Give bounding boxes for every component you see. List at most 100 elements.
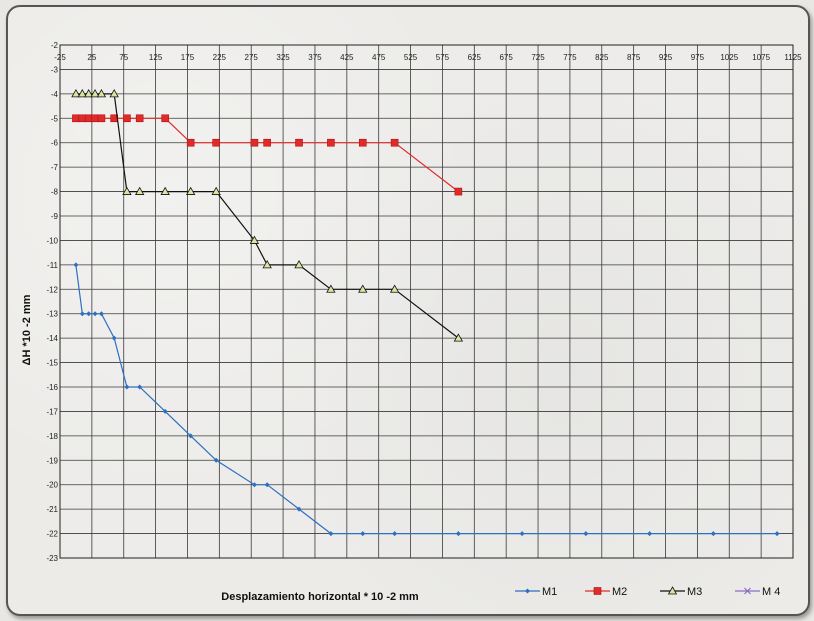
grid	[59, 44, 794, 559]
data-point	[328, 531, 334, 537]
data-point	[78, 114, 87, 123]
data-point	[250, 138, 259, 147]
legend-item: M 4	[735, 586, 780, 598]
data-point	[296, 506, 302, 512]
legend-marker	[593, 587, 602, 595]
data-point	[109, 89, 119, 98]
data-point	[124, 384, 130, 390]
x-tick-label: 975	[691, 53, 705, 62]
x-tick-label: 425	[340, 53, 354, 62]
data-point	[137, 384, 143, 390]
series-m2	[72, 114, 463, 196]
data-point	[185, 186, 196, 195]
x-tick-label: 75	[119, 53, 128, 62]
y-tick-label: -16	[46, 383, 58, 392]
plot-area	[60, 45, 793, 558]
x-tick-label: 225	[213, 53, 227, 62]
plot-border	[59, 44, 794, 559]
legend-marker	[744, 587, 751, 595]
y-tick-label: -13	[46, 310, 58, 319]
data-point	[83, 89, 94, 98]
data-point	[71, 89, 81, 98]
data-point	[519, 531, 525, 537]
data-point	[454, 187, 463, 196]
legend-label: M 4	[762, 586, 780, 598]
y-tick-label: -9	[51, 212, 59, 221]
legend-marker	[525, 588, 530, 594]
y-tick-label: -5	[51, 114, 59, 123]
data-point	[327, 138, 335, 147]
data-point	[360, 531, 366, 537]
series-m3	[71, 89, 464, 342]
x-tick-label: 125	[149, 53, 163, 62]
y-axis-title: ΔH *10 -2 mm	[21, 294, 33, 365]
data-point	[79, 311, 85, 317]
data-point	[211, 186, 221, 195]
y-tick-label: -21	[46, 505, 58, 514]
data-point	[122, 186, 132, 195]
data-point	[77, 89, 87, 98]
y-tick-label: -8	[51, 188, 59, 197]
y-tick-label: -22	[46, 530, 58, 539]
x-tick-label: 1125	[784, 53, 802, 62]
legend-item: M1	[515, 586, 557, 598]
series-layer	[71, 89, 780, 537]
y-tick-label: -20	[46, 481, 58, 490]
x-tick-label: 775	[563, 53, 577, 62]
x-tick-label: 475	[372, 53, 386, 62]
x-tick-label: -25	[54, 53, 66, 62]
x-tick-label: 625	[468, 53, 482, 62]
data-point	[98, 311, 104, 317]
legend-item: M3	[660, 586, 702, 598]
data-point	[162, 408, 168, 414]
data-point	[249, 235, 260, 244]
data-point	[774, 531, 780, 537]
x-tick-label: 275	[245, 53, 259, 62]
y-tick-labels: -2 -3 -4 -5 -6 -7 -8 -9 -10 -11 -12 -13 -14 -15 -16 -17…	[46, 41, 58, 563]
data-point	[84, 114, 93, 123]
data-point	[90, 89, 100, 98]
legend: M1 M2 M3 M 4	[515, 586, 780, 598]
data-point	[455, 531, 461, 537]
y-tick-label: -14	[46, 334, 58, 343]
data-point	[86, 311, 92, 317]
chart-frame	[6, 5, 810, 616]
y-tick-label: -23	[46, 554, 58, 563]
data-point	[73, 262, 79, 268]
data-point	[358, 138, 367, 147]
x-tick-label: 725	[531, 53, 545, 62]
y-tick-label: -15	[46, 359, 58, 368]
data-point	[453, 333, 464, 342]
data-point	[96, 89, 107, 98]
legend-label: M1	[542, 586, 557, 598]
data-point	[583, 531, 589, 537]
data-point	[161, 114, 169, 123]
data-point	[647, 531, 653, 537]
data-point	[390, 138, 399, 147]
data-point	[134, 186, 145, 195]
data-point	[72, 114, 80, 123]
y-tick-label: -7	[51, 163, 59, 172]
data-point	[160, 186, 170, 195]
data-point	[264, 482, 270, 488]
legend-item: M2	[585, 586, 627, 598]
x-tick-label: 1075	[752, 53, 770, 62]
x-tick-label: 925	[659, 53, 673, 62]
y-tick-label: -4	[51, 90, 59, 99]
data-point	[213, 457, 219, 463]
y-tick-label: -12	[46, 285, 58, 294]
legend-label: M2	[612, 586, 627, 598]
data-point	[212, 138, 220, 147]
data-point	[392, 531, 398, 537]
series-m1	[73, 262, 780, 537]
x-tick-label: 525	[404, 53, 418, 62]
x-tick-labels: -25 25 75 125 175 225 275 325 375 425 475 525 575 625…	[54, 53, 802, 62]
data-point	[123, 114, 131, 123]
y-tick-label: -2	[51, 41, 59, 50]
x-tick-label: 25	[87, 53, 96, 62]
data-point	[263, 138, 271, 147]
data-point	[251, 482, 257, 488]
data-point	[389, 284, 400, 293]
x-tick-label: 825	[595, 53, 609, 62]
